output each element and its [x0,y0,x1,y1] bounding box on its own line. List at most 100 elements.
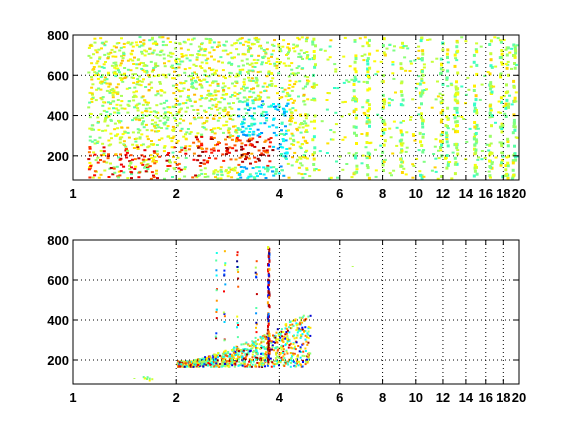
heatmap-cell [448,161,452,163]
heatmap-cell [233,166,237,169]
heatmap-cell [294,362,297,365]
heatmap-cell [236,254,239,257]
heatmap-cell [283,88,287,91]
heatmap-cell [140,154,144,157]
heatmap-cell [286,102,290,105]
heatmap-cell [233,144,237,147]
heatmap-cell [245,103,249,106]
heatmap-cell [445,166,449,170]
heatmap-cell [207,362,210,365]
heatmap-cell [283,110,286,113]
heatmap-cell [261,85,265,88]
heatmap-cell [112,89,116,92]
heatmap-cell [379,144,383,147]
heatmap-cell [220,360,223,363]
heatmap-cell [295,67,299,69]
heatmap-cell [374,73,378,76]
heatmap-cell [184,157,188,159]
heatmap-cell [90,128,94,131]
heatmap-cell [111,91,115,94]
heatmap-cell [304,363,307,366]
heatmap-cell [134,41,138,44]
heatmap-cell [189,364,192,367]
heatmap-cell [155,169,158,172]
heatmap-cell [334,111,338,114]
heatmap-cell [292,360,295,363]
heatmap-cell [211,81,215,84]
heatmap-cell [282,355,285,358]
heatmap-cell [258,70,262,73]
heatmap-cell [446,163,450,167]
heatmap-cell [203,176,207,178]
heatmap-cell [301,354,304,357]
heatmap-cell [194,73,198,76]
heatmap-cell [255,273,258,276]
heatmap-cell [189,361,191,364]
heatmap-cell [240,153,244,156]
heatmap-cell [136,114,140,117]
heatmap-cell [212,170,216,173]
heatmap-cell [214,335,217,338]
heatmap-cell [436,95,440,98]
heatmap-cell [162,146,166,149]
heatmap-cell [311,138,315,142]
heatmap-cell [242,89,246,92]
heatmap-cell [241,364,244,367]
heatmap-cell [305,131,309,133]
heatmap-cells [133,246,354,382]
heatmap-cell [354,54,358,58]
heatmap-cell [306,360,309,363]
heatmap-cell [197,154,201,157]
heatmap-cell [295,324,298,327]
heatmap-cell [455,111,459,114]
heatmap-cell [255,166,259,169]
heatmap-cell [188,145,192,148]
heatmap-cell [507,105,510,109]
heatmap-cell [216,177,220,180]
heatmap-cell [93,153,97,156]
heatmap-cell [421,49,425,53]
heatmap-cell [252,351,255,353]
heatmap-cell [314,63,317,67]
heatmap-cell [147,101,150,104]
heatmap-cell [284,155,288,158]
heatmap-cell [277,361,279,364]
heatmap-cell [294,72,298,75]
heatmap-cell [178,90,182,93]
heatmap-cell [291,156,294,159]
heatmap-cell [281,146,285,149]
heatmap-cell [186,48,190,51]
heatmap-cell [489,142,493,145]
heatmap-cell [488,43,492,46]
heatmap-cell [258,97,262,100]
heatmap-cell [231,118,235,121]
heatmap-cell [475,108,478,112]
heatmap-cell [90,98,94,101]
heatmap-cell [196,76,200,79]
heatmap-cell [177,360,180,363]
heatmap-cell [100,42,104,45]
heatmap-cell [249,344,252,347]
heatmap-cell [91,93,94,96]
heatmap-cell [107,85,111,88]
heatmap-cell [282,112,286,115]
heatmap-cell [223,350,226,353]
x-tick-label: 18 [496,186,510,201]
heatmap-cell [292,47,295,50]
heatmap-cell [206,89,210,92]
heatmap-cell [446,85,450,88]
heatmap-cell [360,55,364,57]
heatmap-cell [296,36,300,39]
heatmap-cell [267,360,270,364]
heatmap-cell [264,139,268,142]
heatmap-cell [293,74,297,77]
heatmap-cell [439,67,443,71]
heatmap-cell [498,39,502,42]
heatmap-cell [285,110,288,113]
heatmap-cell [124,145,128,148]
heatmap-cell [161,40,165,43]
heatmap-cell [367,176,371,180]
heatmap-cell [394,91,397,94]
heatmap-cell [133,106,137,109]
heatmap-cell [374,169,378,172]
